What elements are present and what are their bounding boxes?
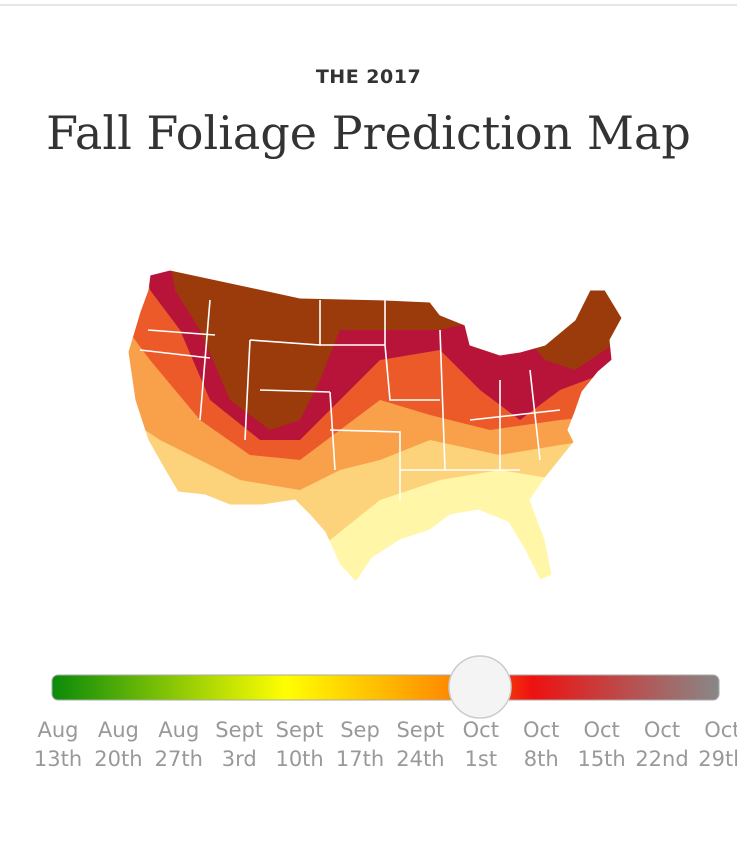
date-label: Oct [523, 718, 560, 742]
date-label: Aug [97, 718, 139, 742]
us-outline [127, 269, 623, 583]
date-label: Oct [643, 718, 681, 742]
date-label: 20th [94, 747, 143, 771]
date-label: 1st [464, 747, 498, 771]
date-slider[interactable] [0, 650, 737, 720]
date-label: 10th [275, 747, 324, 771]
date-label: Oct [704, 718, 737, 742]
date-label: Sept [215, 718, 264, 742]
date-label: 27th [154, 747, 203, 771]
date-label: 13th [33, 747, 83, 771]
date-label: 22nd [635, 747, 689, 771]
slider-track[interactable] [51, 674, 720, 701]
date-label: Oct [462, 718, 499, 742]
map-fill [128, 270, 622, 582]
date-label: Oct [583, 718, 620, 742]
kicker: THE 2017 [315, 66, 422, 88]
date-label: 24th [396, 747, 445, 771]
divider [0, 4, 737, 6]
date-label: 8th [523, 747, 559, 771]
date-label: 17th [335, 747, 385, 771]
foliage-map [127, 269, 623, 583]
date-label: 3rd [221, 747, 257, 771]
date-label: 29th [698, 747, 737, 771]
date-label: Sept [396, 718, 445, 742]
date-label: Sept [275, 718, 324, 742]
date-label: Aug [37, 718, 79, 742]
date-label: 15th [577, 747, 626, 771]
state-borders [139, 299, 561, 500]
slider-handle[interactable] [448, 655, 512, 719]
date-label: Aug [158, 718, 200, 742]
title: Fall Foliage Prediction Map [46, 106, 691, 160]
slider-labels: Aug 13th Aug 20th Aug 27th Sept 3rd Sept 10th Sep 1… [0, 716, 737, 786]
date-label: Sep [340, 718, 380, 742]
